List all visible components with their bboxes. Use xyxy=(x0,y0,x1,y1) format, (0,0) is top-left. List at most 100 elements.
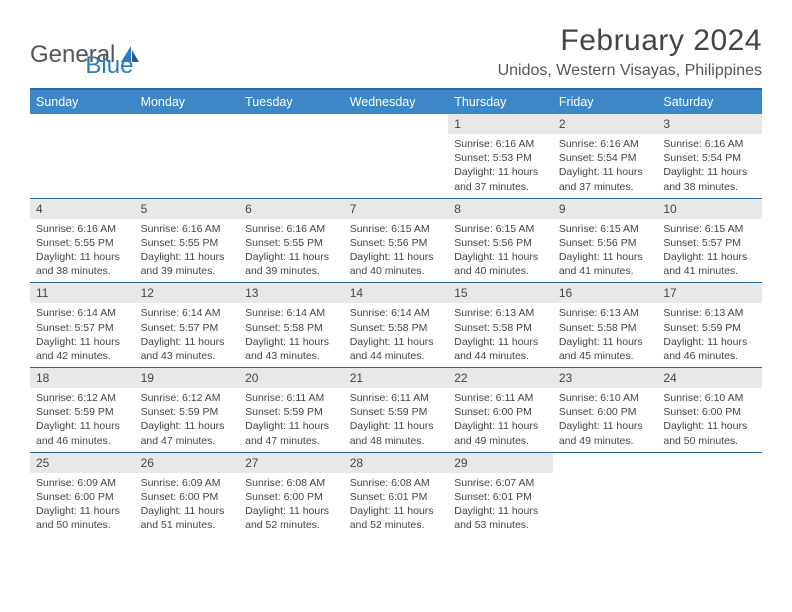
calendar-cell: 22 Sunrise: 6:11 AMSunset: 6:00 PMDayligh… xyxy=(448,368,553,453)
day-number: 22 xyxy=(448,368,553,388)
sunrise-line: Sunrise: 6:15 AM xyxy=(454,222,547,236)
daylight-line: Daylight: 11 hours and 37 minutes. xyxy=(559,165,652,193)
sunrise-line: Sunrise: 6:11 AM xyxy=(454,391,547,405)
calendar-cell: 1Sunrise: 6:16 AMSunset: 5:53 PMDaylight… xyxy=(448,114,553,198)
day-number xyxy=(239,114,344,134)
daylight-line: Daylight: 11 hours and 52 minutes. xyxy=(245,504,338,532)
calendar-cell: 17Sunrise: 6:13 AMSunset: 5:59 PMDayligh… xyxy=(657,283,762,368)
day-number: 5 xyxy=(135,199,240,219)
daylight-line: Daylight: 11 hours and 39 minutes. xyxy=(141,250,234,278)
sunrise-line: Sunrise: 6:12 AM xyxy=(36,391,129,405)
calendar-body: 1Sunrise: 6:16 AMSunset: 5:53 PMDaylight… xyxy=(30,114,762,536)
daylight-line: Daylight: 11 hours and 44 minutes. xyxy=(350,335,443,363)
day-details: Sunrise: 6:12 AMSunset: 5:59 PMDaylight:… xyxy=(135,388,240,452)
sunset-line: Sunset: 5:56 PM xyxy=(350,236,443,250)
day-number: 20 xyxy=(239,368,344,388)
sunset-line: Sunset: 6:00 PM xyxy=(454,405,547,419)
day-number: 3 xyxy=(657,114,762,134)
day-details: Sunrise: 6:16 AMSunset: 5:54 PMDaylight:… xyxy=(553,134,658,198)
day-number: 23 xyxy=(553,368,658,388)
sunrise-line: Sunrise: 6:11 AM xyxy=(245,391,338,405)
daylight-line: Daylight: 11 hours and 44 minutes. xyxy=(454,335,547,363)
calendar-cell: 29Sunrise: 6:07 AMSunset: 6:01 PMDayligh… xyxy=(448,452,553,536)
weekday-header: Friday xyxy=(553,89,658,114)
sunset-line: Sunset: 5:58 PM xyxy=(350,321,443,335)
sunset-line: Sunset: 6:00 PM xyxy=(36,490,129,504)
sunset-line: Sunset: 5:57 PM xyxy=(36,321,129,335)
daylight-line: Daylight: 11 hours and 37 minutes. xyxy=(454,165,547,193)
daylight-line: Daylight: 11 hours and 46 minutes. xyxy=(36,419,129,447)
day-details: Sunrise: 6:09 AMSunset: 6:00 PMDaylight:… xyxy=(135,473,240,537)
calendar-cell: 15Sunrise: 6:13 AMSunset: 5:58 PMDayligh… xyxy=(448,283,553,368)
calendar-week-row: 4Sunrise: 6:16 AMSunset: 5:55 PMDaylight… xyxy=(30,198,762,283)
daylight-line: Daylight: 11 hours and 51 minutes. xyxy=(141,504,234,532)
day-number: 10 xyxy=(657,199,762,219)
weekday-header: Thursday xyxy=(448,89,553,114)
day-number: 7 xyxy=(344,199,449,219)
calendar-cell: 28Sunrise: 6:08 AMSunset: 6:01 PMDayligh… xyxy=(344,452,449,536)
sunrise-line: Sunrise: 6:14 AM xyxy=(245,306,338,320)
daylight-line: Daylight: 11 hours and 49 minutes. xyxy=(454,419,547,447)
sunrise-line: Sunrise: 6:15 AM xyxy=(350,222,443,236)
daylight-line: Daylight: 11 hours and 50 minutes. xyxy=(663,419,756,447)
daylight-line: Daylight: 11 hours and 40 minutes. xyxy=(454,250,547,278)
calendar-cell xyxy=(657,452,762,536)
location-subtitle: Unidos, Western Visayas, Philippines xyxy=(498,62,762,80)
day-details: Sunrise: 6:16 AMSunset: 5:53 PMDaylight:… xyxy=(448,134,553,198)
header: General Blue February 2024 Unidos, Weste… xyxy=(30,24,762,80)
day-number: 25 xyxy=(30,453,135,473)
day-details: Sunrise: 6:15 AMSunset: 5:56 PMDaylight:… xyxy=(448,219,553,283)
day-number: 29 xyxy=(448,453,553,473)
sunset-line: Sunset: 5:55 PM xyxy=(141,236,234,250)
sunset-line: Sunset: 5:59 PM xyxy=(245,405,338,419)
daylight-line: Daylight: 11 hours and 48 minutes. xyxy=(350,419,443,447)
calendar-cell xyxy=(30,114,135,198)
sunrise-line: Sunrise: 6:16 AM xyxy=(454,137,547,151)
day-number xyxy=(344,114,449,134)
calendar-cell: 7Sunrise: 6:15 AMSunset: 5:56 PMDaylight… xyxy=(344,198,449,283)
calendar-cell: 18Sunrise: 6:12 AMSunset: 5:59 PMDayligh… xyxy=(30,368,135,453)
sunrise-line: Sunrise: 6:09 AM xyxy=(141,476,234,490)
daylight-line: Daylight: 11 hours and 46 minutes. xyxy=(663,335,756,363)
day-details: Sunrise: 6:16 AMSunset: 5:55 PMDaylight:… xyxy=(135,219,240,283)
day-number xyxy=(135,114,240,134)
sunset-line: Sunset: 5:59 PM xyxy=(350,405,443,419)
day-number: 2 xyxy=(553,114,658,134)
calendar-cell: 25Sunrise: 6:09 AMSunset: 6:00 PMDayligh… xyxy=(30,452,135,536)
calendar-cell: 3Sunrise: 6:16 AMSunset: 5:54 PMDaylight… xyxy=(657,114,762,198)
day-number xyxy=(30,114,135,134)
sunrise-line: Sunrise: 6:16 AM xyxy=(141,222,234,236)
calendar-cell: 8Sunrise: 6:15 AMSunset: 5:56 PMDaylight… xyxy=(448,198,553,283)
daylight-line: Daylight: 11 hours and 42 minutes. xyxy=(36,335,129,363)
calendar-cell: 6Sunrise: 6:16 AMSunset: 5:55 PMDaylight… xyxy=(239,198,344,283)
sunrise-line: Sunrise: 6:15 AM xyxy=(663,222,756,236)
sunset-line: Sunset: 5:53 PM xyxy=(454,151,547,165)
day-details: Sunrise: 6:09 AMSunset: 6:00 PMDaylight:… xyxy=(30,473,135,537)
day-number: 8 xyxy=(448,199,553,219)
calendar-week-row: 1Sunrise: 6:16 AMSunset: 5:53 PMDaylight… xyxy=(30,114,762,198)
sunset-line: Sunset: 5:54 PM xyxy=(559,151,652,165)
day-number: 19 xyxy=(135,368,240,388)
daylight-line: Daylight: 11 hours and 38 minutes. xyxy=(36,250,129,278)
calendar-week-row: 11Sunrise: 6:14 AMSunset: 5:57 PMDayligh… xyxy=(30,283,762,368)
day-details: Sunrise: 6:16 AMSunset: 5:55 PMDaylight:… xyxy=(239,219,344,283)
day-number: 14 xyxy=(344,283,449,303)
sunrise-line: Sunrise: 6:12 AM xyxy=(141,391,234,405)
calendar-cell: 10Sunrise: 6:15 AMSunset: 5:57 PMDayligh… xyxy=(657,198,762,283)
sunrise-line: Sunrise: 6:14 AM xyxy=(141,306,234,320)
weekday-header: Sunday xyxy=(30,89,135,114)
weekday-header: Saturday xyxy=(657,89,762,114)
calendar-week-row: 25Sunrise: 6:09 AMSunset: 6:00 PMDayligh… xyxy=(30,452,762,536)
calendar-cell: 14Sunrise: 6:14 AMSunset: 5:58 PMDayligh… xyxy=(344,283,449,368)
sunrise-line: Sunrise: 6:07 AM xyxy=(454,476,547,490)
sunset-line: Sunset: 6:01 PM xyxy=(454,490,547,504)
sunrise-line: Sunrise: 6:16 AM xyxy=(245,222,338,236)
day-details: Sunrise: 6:15 AMSunset: 5:56 PMDaylight:… xyxy=(553,219,658,283)
calendar-cell: 23Sunrise: 6:10 AMSunset: 6:00 PMDayligh… xyxy=(553,368,658,453)
calendar-week-row: 18Sunrise: 6:12 AMSunset: 5:59 PMDayligh… xyxy=(30,368,762,453)
sunset-line: Sunset: 6:00 PM xyxy=(663,405,756,419)
day-number: 11 xyxy=(30,283,135,303)
calendar-cell: 26Sunrise: 6:09 AMSunset: 6:00 PMDayligh… xyxy=(135,452,240,536)
calendar-cell: 24Sunrise: 6:10 AMSunset: 6:00 PMDayligh… xyxy=(657,368,762,453)
sunset-line: Sunset: 5:58 PM xyxy=(559,321,652,335)
